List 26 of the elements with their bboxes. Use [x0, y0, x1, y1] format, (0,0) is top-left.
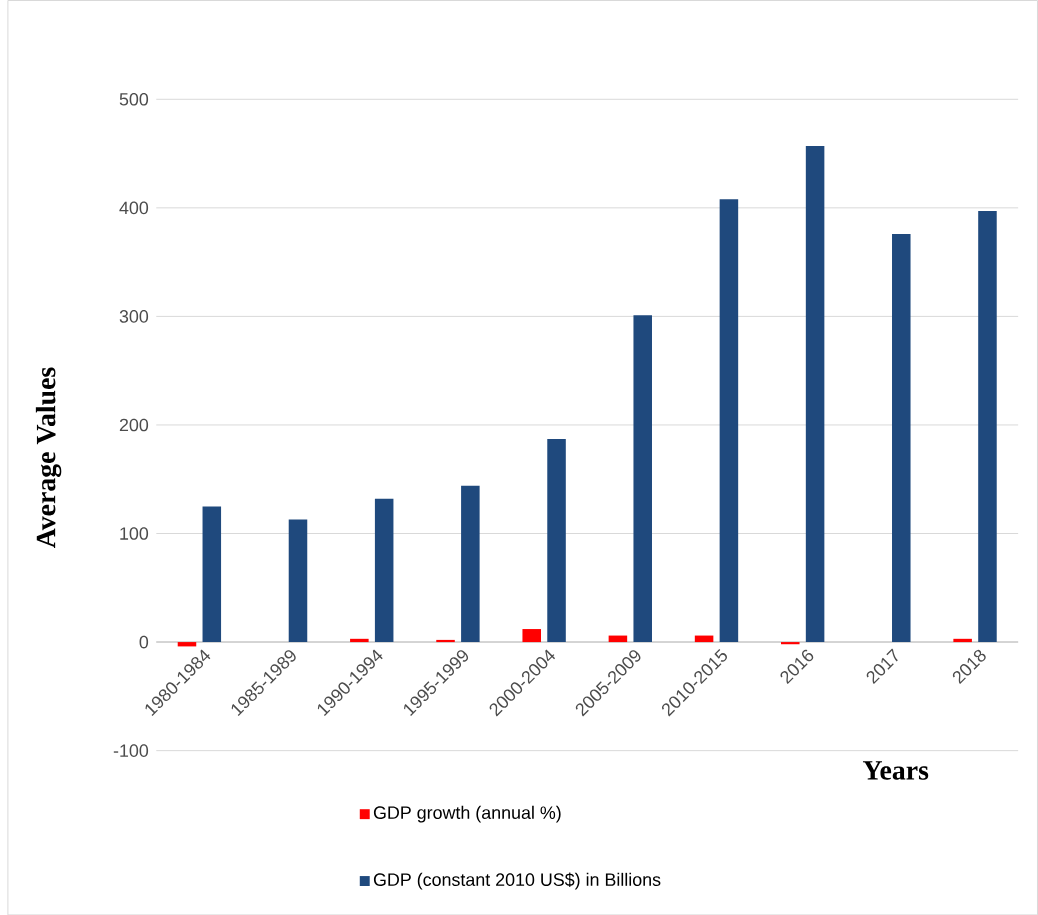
x-axis-title: Years: [862, 761, 929, 780]
bar: [953, 638, 972, 642]
bar: [461, 485, 480, 642]
y-tick-label: 0: [139, 635, 149, 649]
legend-label: GDP growth (annual %): [373, 805, 561, 823]
y-axis-title: Average Values: [35, 367, 62, 548]
bar: [547, 438, 566, 642]
bar: [805, 145, 825, 642]
bar: [436, 639, 455, 642]
y-tick-label: 300: [119, 309, 149, 323]
y-tick-label: 100: [120, 526, 149, 540]
bar: [781, 641, 800, 645]
bar: [288, 519, 308, 642]
legend-label: GDP (constant 2010 US$) in Billions: [373, 872, 661, 890]
bar: [350, 638, 369, 642]
bar: [892, 233, 911, 642]
bar: [633, 315, 652, 642]
y-tick-label: 200: [119, 418, 149, 432]
bar: [719, 198, 739, 642]
bar: [522, 628, 541, 642]
bar: [978, 210, 997, 642]
y-tick-label: 400: [119, 201, 149, 214]
y-tick-label: 500: [119, 92, 149, 106]
bar: [202, 506, 222, 642]
bar: [374, 498, 394, 642]
y-tick-label: -100: [113, 744, 149, 757]
